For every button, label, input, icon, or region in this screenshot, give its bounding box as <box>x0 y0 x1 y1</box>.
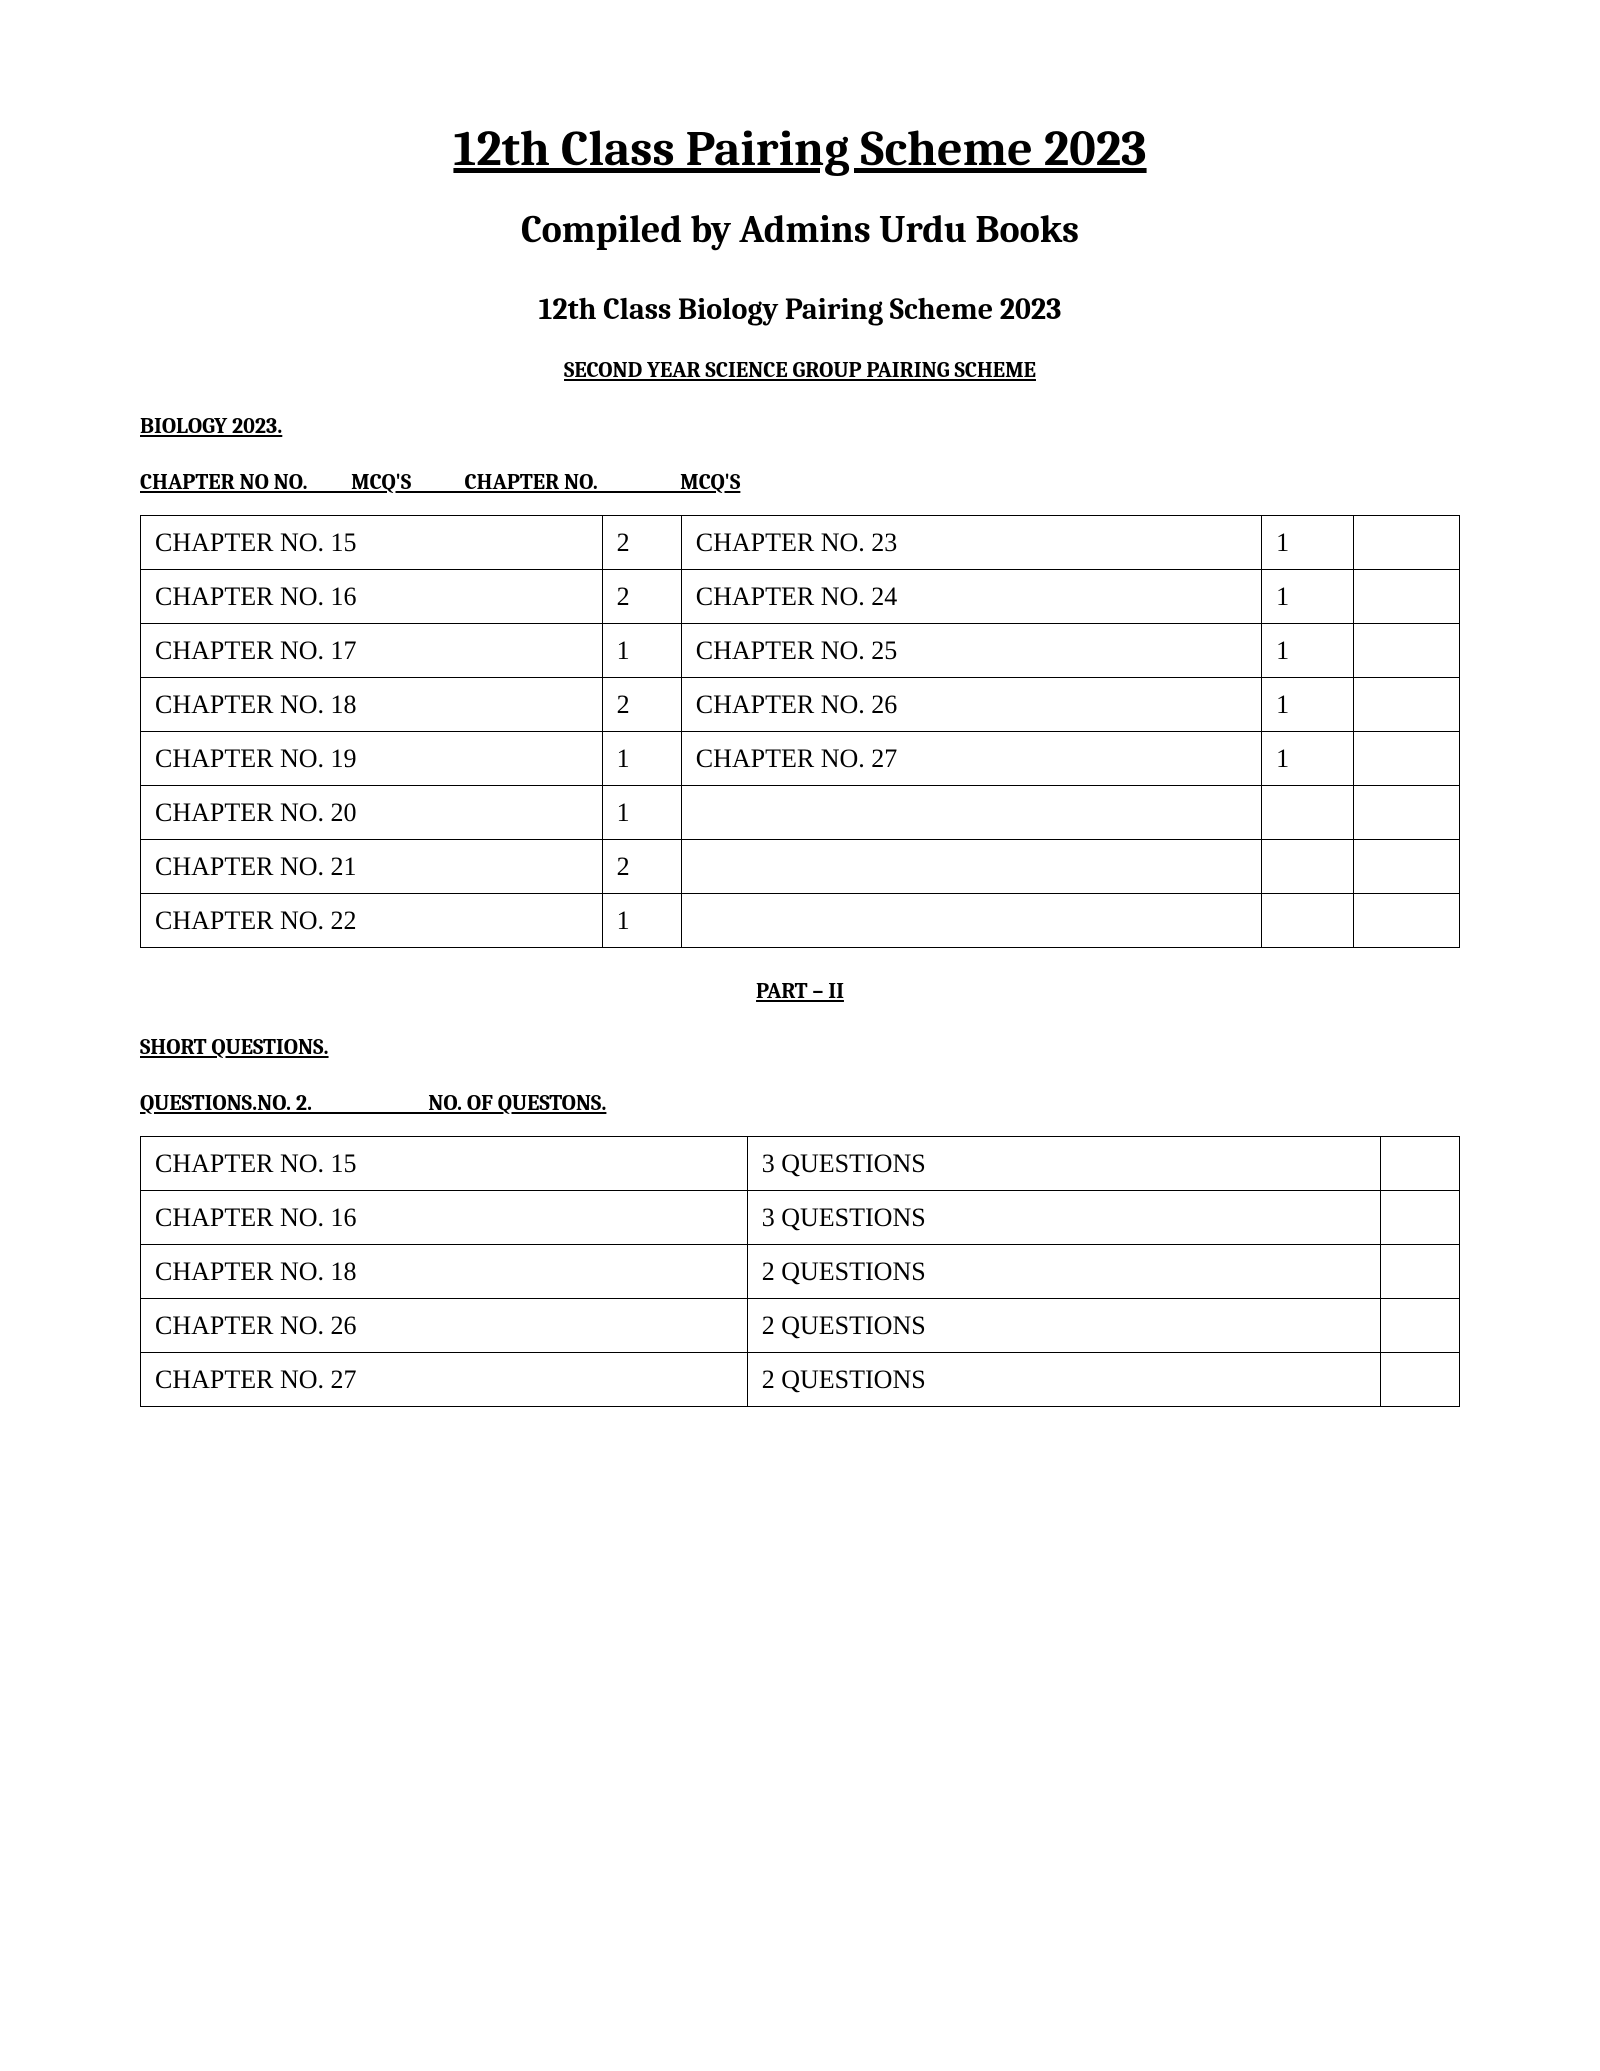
table-cell <box>681 786 1261 840</box>
table-cell <box>1354 678 1460 732</box>
table-cell <box>1262 786 1354 840</box>
table-cell: CHAPTER NO. 21 <box>141 840 603 894</box>
table-cell <box>681 894 1261 948</box>
table-cell: 1 <box>1262 678 1354 732</box>
compiled-by: Compiled by Admins Urdu Books <box>140 208 1460 252</box>
table-cell: CHAPTER NO. 17 <box>141 624 603 678</box>
table-cell <box>1380 1191 1459 1245</box>
mcq-column-header: CHAPTER NO NO. MCQ'S CHAPTER NO. MCQ'S <box>140 469 1460 495</box>
part-2-title: PART – II <box>140 978 1460 1004</box>
table-cell: CHAPTER NO. 19 <box>141 732 603 786</box>
table-cell: 2 <box>602 840 681 894</box>
table-cell <box>1262 840 1354 894</box>
table-cell: CHAPTER NO. 23 <box>681 516 1261 570</box>
table-cell: CHAPTER NO. 18 <box>141 1245 748 1299</box>
table-row: CHAPTER NO. 212 <box>141 840 1460 894</box>
table-cell: 2 <box>602 678 681 732</box>
table-cell <box>1262 894 1354 948</box>
table-row: CHAPTER NO. 191CHAPTER NO. 271 <box>141 732 1460 786</box>
table-cell <box>1354 894 1460 948</box>
table-cell: 1 <box>602 624 681 678</box>
table-row: CHAPTER NO. 171CHAPTER NO. 251 <box>141 624 1460 678</box>
table-row: CHAPTER NO. 221 <box>141 894 1460 948</box>
group-title: SECOND YEAR SCIENCE GROUP PAIRING SCHEME <box>140 357 1460 383</box>
table-cell: CHAPTER NO. 25 <box>681 624 1261 678</box>
table-cell: CHAPTER NO. 24 <box>681 570 1261 624</box>
table-cell: CHAPTER NO. 26 <box>681 678 1261 732</box>
table-row: CHAPTER NO. 262 QUESTIONS <box>141 1299 1460 1353</box>
short-questions-title: SHORT QUESTIONS. <box>140 1034 1460 1060</box>
table-cell: CHAPTER NO. 15 <box>141 516 603 570</box>
table-cell: 1 <box>602 894 681 948</box>
subject-year: BIOLOGY 2023. <box>140 413 1460 439</box>
table-row: CHAPTER NO. 152CHAPTER NO. 231 <box>141 516 1460 570</box>
table-cell: CHAPTER NO. 16 <box>141 570 603 624</box>
table-row: CHAPTER NO. 182 QUESTIONS <box>141 1245 1460 1299</box>
table-cell: 2 QUESTIONS <box>747 1353 1380 1407</box>
table-cell: CHAPTER NO. 26 <box>141 1299 748 1353</box>
table-cell: 3 QUESTIONS <box>747 1137 1380 1191</box>
table-cell <box>1354 624 1460 678</box>
table-cell <box>1354 516 1460 570</box>
table-cell: CHAPTER NO. 20 <box>141 786 603 840</box>
table-cell: 1 <box>602 786 681 840</box>
table-cell: CHAPTER NO. 22 <box>141 894 603 948</box>
short-questions-header: QUESTIONS.NO. 2. NO. OF QUESTONS. <box>140 1090 1460 1116</box>
table-row: CHAPTER NO. 163 QUESTIONS <box>141 1191 1460 1245</box>
table-cell: CHAPTER NO. 27 <box>141 1353 748 1407</box>
table-cell: 2 QUESTIONS <box>747 1299 1380 1353</box>
table-cell: CHAPTER NO. 18 <box>141 678 603 732</box>
table-cell: 1 <box>1262 570 1354 624</box>
table-row: CHAPTER NO. 272 QUESTIONS <box>141 1353 1460 1407</box>
subject-title: 12th Class Biology Pairing Scheme 2023 <box>140 292 1460 327</box>
table-cell <box>681 840 1261 894</box>
page-title: 12th Class Pairing Scheme 2023 <box>140 120 1460 178</box>
table-row: CHAPTER NO. 162CHAPTER NO. 241 <box>141 570 1460 624</box>
table-cell: 3 QUESTIONS <box>747 1191 1380 1245</box>
mcq-table: CHAPTER NO. 152CHAPTER NO. 231CHAPTER NO… <box>140 515 1460 948</box>
table-cell: 2 <box>602 516 681 570</box>
short-questions-table: CHAPTER NO. 153 QUESTIONSCHAPTER NO. 163… <box>140 1136 1460 1407</box>
table-cell <box>1380 1299 1459 1353</box>
table-cell <box>1354 570 1460 624</box>
table-cell: 2 QUESTIONS <box>747 1245 1380 1299</box>
table-cell <box>1354 840 1460 894</box>
table-cell <box>1380 1353 1459 1407</box>
table-cell: 2 <box>602 570 681 624</box>
table-row: CHAPTER NO. 201 <box>141 786 1460 840</box>
table-row: CHAPTER NO. 182CHAPTER NO. 261 <box>141 678 1460 732</box>
table-cell: 1 <box>1262 732 1354 786</box>
table-cell <box>1354 732 1460 786</box>
table-cell <box>1380 1245 1459 1299</box>
table-cell: 1 <box>1262 624 1354 678</box>
table-cell <box>1354 786 1460 840</box>
table-cell: CHAPTER NO. 15 <box>141 1137 748 1191</box>
table-row: CHAPTER NO. 153 QUESTIONS <box>141 1137 1460 1191</box>
table-cell <box>1380 1137 1459 1191</box>
table-cell: CHAPTER NO. 27 <box>681 732 1261 786</box>
table-cell: 1 <box>1262 516 1354 570</box>
table-cell: 1 <box>602 732 681 786</box>
table-cell: CHAPTER NO. 16 <box>141 1191 748 1245</box>
